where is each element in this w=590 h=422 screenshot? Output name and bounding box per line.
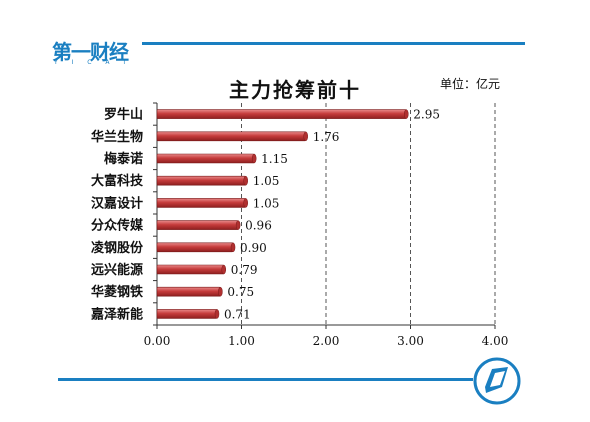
bar-cap <box>404 109 409 119</box>
bar-cap <box>251 153 257 164</box>
bar-cap <box>243 198 248 208</box>
brand-logo-text: 第一财经 <box>52 40 129 64</box>
brand-logo-subtext: Y I C A I <box>54 59 132 66</box>
bar <box>156 264 225 275</box>
category-label: 梅泰诺 <box>104 151 143 167</box>
bar-cap <box>221 264 227 275</box>
x-tick-label: 0.00 <box>144 334 171 348</box>
x-tick-label: 1.00 <box>228 334 255 348</box>
bars <box>156 109 409 319</box>
category-label: 罗牛山 <box>104 107 143 123</box>
category-label: 分众传媒 <box>91 218 144 234</box>
category-label: 汉嘉设计 <box>91 195 143 211</box>
category-label: 华菱钢铁 <box>91 284 143 300</box>
category-label: 远兴能源 <box>91 262 143 278</box>
x-tick-label: 2.00 <box>313 334 340 348</box>
bar <box>156 131 307 142</box>
chart-title: 主力抢筹前十 <box>229 78 361 102</box>
bar <box>156 109 407 119</box>
x-tick-label: 3.00 <box>397 334 424 348</box>
footer-divider <box>58 378 473 381</box>
value-label: 1.05 <box>253 196 280 210</box>
bar <box>156 198 247 208</box>
category-label: 凌钢股份 <box>91 240 144 256</box>
value-label: 0.75 <box>227 285 254 299</box>
x-tick-label: 4.00 <box>482 334 509 348</box>
header-divider <box>142 42 525 45</box>
value-label: 1.05 <box>253 174 280 188</box>
value-label: 0.96 <box>245 219 272 233</box>
bar-cap <box>243 175 248 186</box>
value-label: 0.71 <box>224 307 251 321</box>
value-label: 1.76 <box>313 130 340 144</box>
value-label: 2.95 <box>413 108 440 122</box>
category-label: 大富科技 <box>91 173 144 189</box>
bar <box>156 153 255 164</box>
category-label: 华兰生物 <box>91 129 143 145</box>
bar-cap <box>303 131 308 142</box>
category-label: 嘉泽新能 <box>90 306 143 322</box>
bar <box>156 309 218 319</box>
bar <box>156 220 239 230</box>
bar-cap <box>230 242 236 253</box>
bar-cap <box>235 220 241 230</box>
brand-emblem-icon <box>473 357 521 405</box>
bar <box>156 286 221 297</box>
value-label: 0.79 <box>231 263 258 277</box>
value-label: 0.90 <box>240 241 267 255</box>
bar-cap <box>214 309 220 319</box>
value-label: 1.15 <box>261 152 288 166</box>
unit-label: 单位：亿元 <box>440 77 501 91</box>
bar <box>156 242 234 253</box>
labels: 0.00 1.00 2.00 3.00 4.00 罗牛山 2.95 华兰生物 1.76 梅泰诺 1.… <box>90 107 508 348</box>
bar <box>156 175 247 186</box>
bar-cap <box>218 286 223 297</box>
